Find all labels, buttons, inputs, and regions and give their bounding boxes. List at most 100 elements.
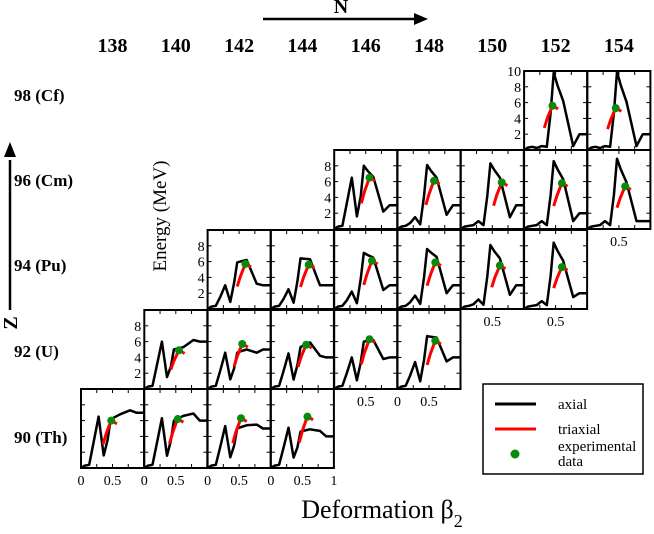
axial-curve — [460, 243, 524, 311]
experimental-point — [236, 414, 245, 423]
experimental-point — [174, 346, 183, 355]
axial-curve — [333, 338, 398, 391]
barrier-panel-U-234 — [206, 309, 272, 391]
neutron-number-label: 148 — [414, 35, 444, 57]
y-tick-label: 6 — [324, 176, 331, 191]
barrier-panel-U-236 — [269, 309, 335, 391]
x-tick-label: 0.5 — [104, 474, 122, 489]
legend-label-line: experimental — [558, 439, 636, 455]
barrier-panel-Cm-246 — [459, 149, 525, 231]
panel-frame — [459, 149, 525, 230]
x-tick-label: 0.5 — [547, 315, 565, 330]
axial-curve — [143, 338, 208, 391]
barrier-panel-Cm-244 — [396, 149, 462, 231]
axial-curve — [396, 334, 461, 391]
panel-frame — [206, 229, 272, 310]
panel-ticks — [460, 230, 524, 309]
x-tick-label: 1 — [330, 474, 337, 489]
barrier-panel-Th-230 — [143, 388, 209, 470]
experimental-point — [365, 173, 374, 182]
barrier-panel-Cm-242 — [333, 149, 399, 231]
barrier-panel-Cf-252 — [586, 70, 652, 152]
x-tick-label: 0 — [204, 474, 211, 489]
barrier-panel-Pu-242 — [396, 229, 462, 311]
x-tick-label: 0.5 — [230, 474, 248, 489]
panel-frame — [333, 229, 399, 310]
neutron-number-label: 150 — [477, 35, 507, 57]
tick-labels: 0 0.5 0 0.5 0 0.5 0 0.5 10.5 0 0.50.5 0.50.52468102… — [78, 65, 628, 489]
axial-curve — [270, 341, 334, 391]
neutron-number-label: 152 — [541, 35, 571, 57]
z-axis-header: Z — [0, 142, 22, 330]
neutron-number-label: 144 — [287, 35, 317, 57]
experimental-point — [302, 340, 311, 349]
panel-ticks — [460, 150, 524, 229]
experimental-point — [495, 261, 504, 270]
barrier-panel-Th-232 — [206, 388, 272, 470]
axial-curve — [523, 71, 588, 152]
barrier-panel-Pu-240 — [333, 229, 399, 311]
legend-label-axial: axial — [558, 397, 587, 413]
y-tick-label: 4 — [514, 112, 521, 127]
neutron-number-label: 140 — [161, 35, 191, 57]
experimental-point — [430, 176, 439, 185]
axial-curve — [523, 159, 588, 231]
experimental-point — [557, 179, 566, 188]
y-tick-label: 6 — [514, 97, 521, 112]
y-tick-label: 4 — [134, 351, 141, 366]
z-axis-label: Z — [0, 316, 22, 329]
element-labels: 98 (Cf) 96 (Cm) 94 (Pu) 92 (U) 90 (Th) — [14, 86, 73, 447]
x-tick-label: 0.5 — [357, 395, 375, 410]
axial-curve — [333, 251, 398, 311]
experimental-point — [304, 260, 313, 269]
panel-frame — [396, 149, 462, 230]
element-label: 92 (U) — [14, 342, 59, 361]
x-axis-label-sub: 2 — [454, 511, 463, 531]
x-tick-label: 0 — [141, 474, 148, 489]
experimental-point — [365, 335, 374, 344]
barrier-panel-Pu-238 — [269, 229, 335, 311]
axial-curve — [523, 241, 588, 311]
y-tick-label: 10 — [507, 65, 521, 80]
neutron-number-label: 154 — [604, 35, 634, 57]
experimental-point — [368, 256, 376, 265]
y-tick-label: 2 — [198, 287, 205, 302]
barrier-panel-Th-234 — [269, 388, 335, 470]
experimental-point — [431, 258, 440, 267]
panel-ticks — [334, 310, 398, 389]
experimental-point — [107, 416, 116, 425]
axial-curve — [586, 157, 651, 231]
axial-curve — [586, 70, 651, 152]
n-axis-arrow-head — [414, 13, 428, 25]
barrier-panel-U-238 — [333, 309, 399, 391]
axial-curve — [333, 164, 398, 231]
x-tick-label: 0 — [267, 474, 274, 489]
neutron-number-label: 142 — [224, 35, 254, 57]
panel-ticks — [587, 150, 651, 229]
y-tick-label: 4 — [198, 271, 205, 286]
x-tick-label: 0.5 — [484, 315, 502, 330]
panel-frame — [459, 229, 525, 310]
axial-curve — [206, 258, 271, 311]
y-tick-label: 8 — [324, 160, 331, 175]
element-label: 94 (Pu) — [14, 256, 66, 275]
y-tick-label: 2 — [324, 207, 331, 222]
element-label: 98 (Cf) — [14, 86, 65, 105]
experimental-point — [557, 263, 566, 272]
legend-label-experimental-data: experimental data — [558, 439, 636, 470]
axial-curve — [396, 163, 461, 231]
legend-label-line: data — [558, 454, 583, 470]
barrier-panel-U-232 — [143, 309, 209, 391]
x-axis-label-main: Deformation β — [301, 495, 454, 524]
panel-frame — [523, 229, 589, 310]
x-tick-label: 0.5 — [294, 474, 312, 489]
y-tick-label: 4 — [324, 191, 331, 206]
barrier-panel-Pu-244 — [459, 229, 525, 311]
barrier-panel-Th-228 — [80, 388, 145, 470]
panel-frame — [269, 309, 335, 390]
x-tick-label: 0.5 — [610, 235, 628, 250]
n-axis-label: N — [334, 0, 349, 18]
x-tick-label: 0 — [394, 395, 401, 410]
panel-frame — [396, 229, 462, 310]
